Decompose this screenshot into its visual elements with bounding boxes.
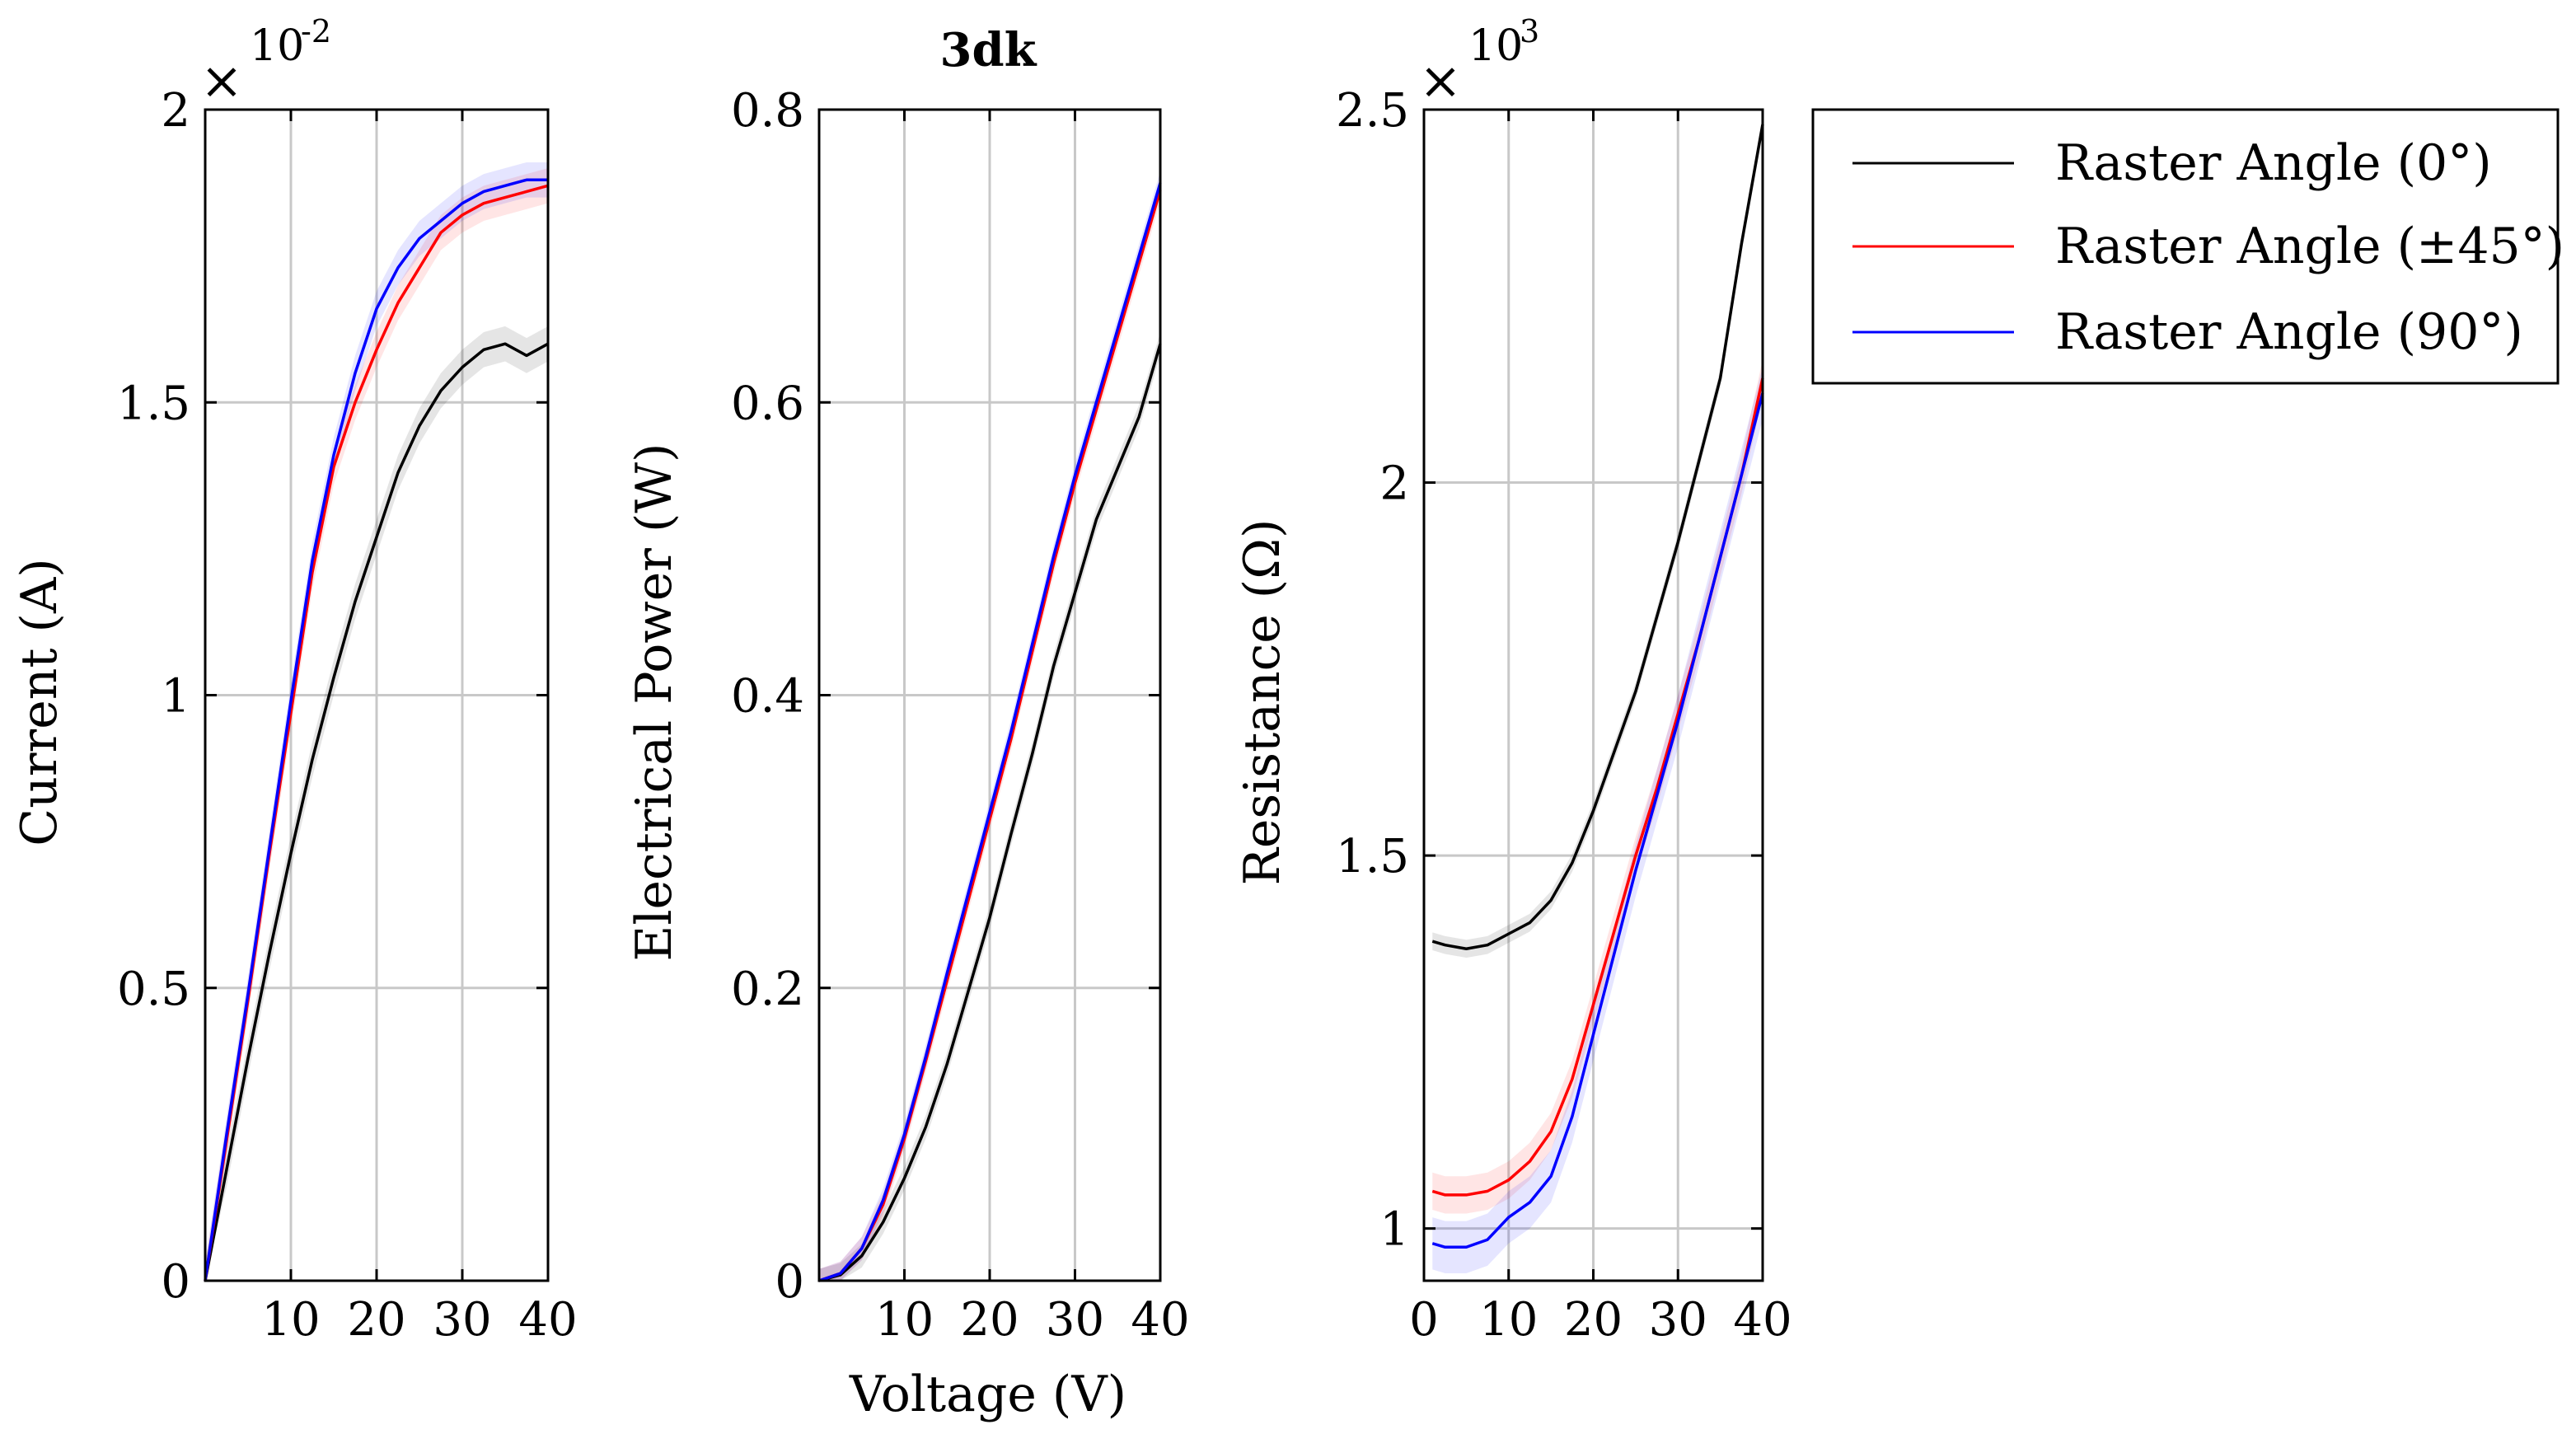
resistance-x-tick-label: 10 [1479, 1293, 1538, 1347]
power-x-tick-label: 20 [960, 1293, 1019, 1347]
power-y-tick-label: 0 [775, 1255, 804, 1309]
power-y-tick-label: 0.8 [731, 84, 804, 138]
power-y-axis-label: Electrical Power (W) [625, 443, 683, 962]
resistance-y-tick-label: 2 [1379, 457, 1409, 511]
current-axis-exponent: ×10-2 [200, 13, 331, 110]
resistance-y-tick-label: 1 [1379, 1203, 1409, 1257]
current-x-tick-label: 10 [261, 1293, 320, 1347]
resistance-axis-exponent: ×103 [1419, 13, 1539, 110]
power-x-tick-label: 40 [1131, 1293, 1189, 1347]
resistance-x-tick-label: 40 [1733, 1293, 1791, 1347]
resistance-y-tick-label: 2.5 [1336, 84, 1409, 138]
current-line-series-0 [204, 342, 549, 1282]
legend: Raster Angle (0°) Raster Angle (±45°) Ra… [1811, 108, 2564, 385]
current-y-tick-label: 2 [161, 84, 190, 138]
resistance-exponent-power: 3 [1520, 13, 1539, 49]
power-line-series-2 [818, 182, 1162, 1282]
current-y-tick-label: 0 [161, 1255, 190, 1309]
power-subplot: 3dk Electrical Power (W) Voltage (V) 10 2… [625, 23, 1190, 1423]
current-line-series-2 [204, 178, 548, 1282]
power-grid [819, 110, 1160, 1281]
power-line-series-0 [818, 343, 1162, 1282]
power-x-tick-label: 10 [875, 1293, 934, 1347]
current-y-axis-label: Current (A) [11, 558, 68, 846]
legend-label-1: Raster Angle (±45°) [2055, 218, 2564, 275]
current-exponent-multiplier: × [200, 50, 243, 110]
power-y-tick-label: 0.2 [731, 963, 804, 1016]
resistance-x-tick-label: 30 [1649, 1293, 1707, 1347]
resistance-x-tick-label: 20 [1564, 1293, 1623, 1347]
current-x-tick-label: 40 [518, 1293, 577, 1347]
legend-label-0: Raster Angle (0°) [2055, 134, 2492, 192]
resistance-exponent-multiplier: × [1419, 50, 1462, 110]
power-y-tick-label: 0.6 [731, 377, 804, 430]
legend-label-2: Raster Angle (90°) [2055, 303, 2523, 361]
power-x-tick-label: 30 [1046, 1293, 1104, 1347]
current-x-tick-label: 30 [433, 1293, 491, 1347]
resistance-exponent-base: 10 [1468, 21, 1523, 71]
resistance-y-axis-label: Resistance (Ω) [1234, 519, 1291, 886]
resistance-line-series-0 [1431, 124, 1764, 950]
power-y-tick-label: 0.4 [731, 670, 804, 724]
current-y-tick-label: 0.5 [117, 963, 190, 1016]
voltage-x-axis-label: Voltage (V) [849, 1366, 1126, 1423]
resistance-y-tick-label: 1.5 [1336, 830, 1409, 883]
resistance-grid [1424, 110, 1763, 1281]
resistance-x-tick-label: 0 [1409, 1293, 1439, 1347]
current-y-tick-label: 1 [161, 670, 190, 724]
power-subplot-title: 3dk [940, 23, 1037, 77]
resistance-line-series-2 [1431, 392, 1764, 1249]
current-exponent-power: -2 [301, 13, 331, 49]
current-x-tick-label: 20 [347, 1293, 405, 1347]
current-y-tick-label: 1.5 [117, 377, 190, 430]
current-exponent-base: 10 [250, 21, 304, 71]
